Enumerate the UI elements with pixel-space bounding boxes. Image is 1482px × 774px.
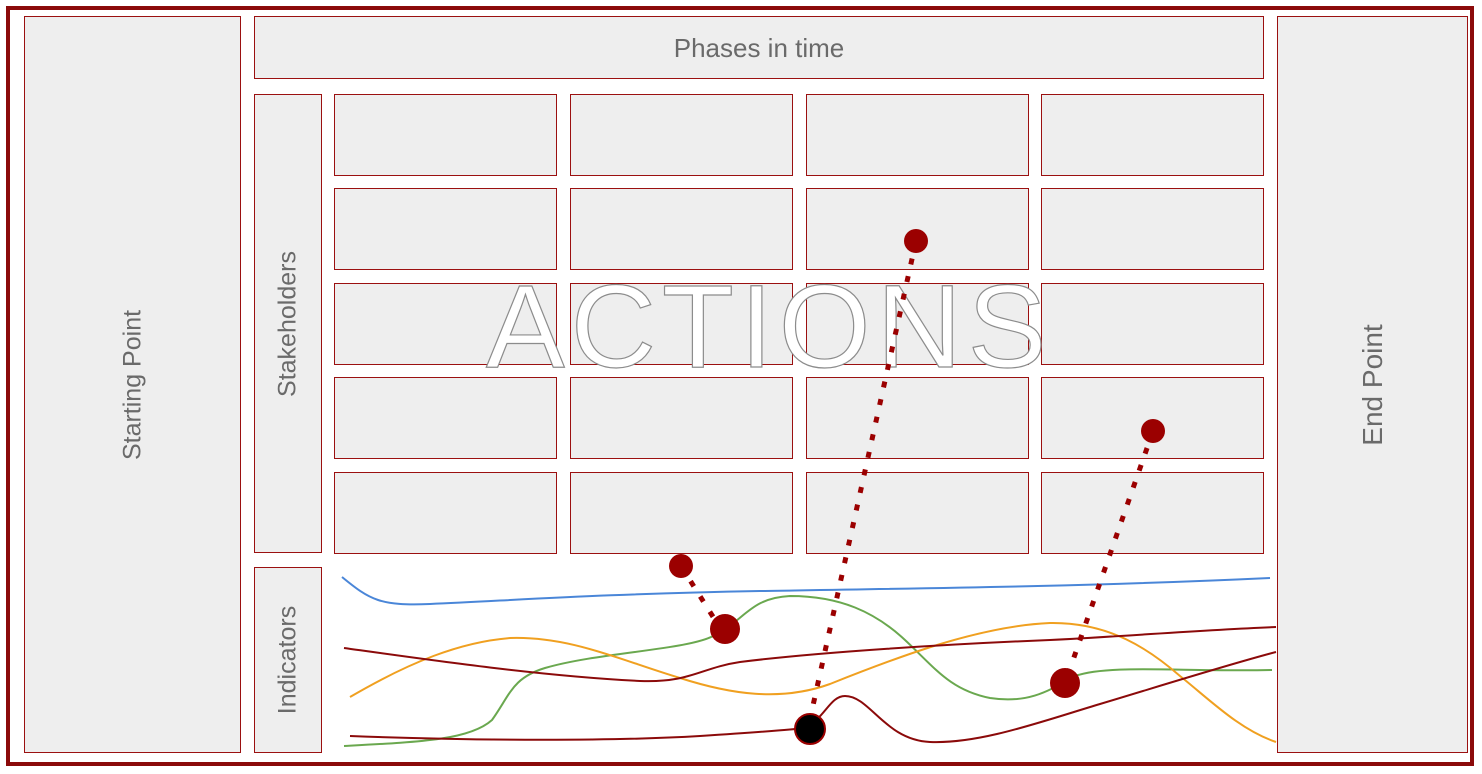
action-cell <box>1041 94 1264 176</box>
indicators-panel: Indicators <box>254 567 322 753</box>
marker-dot <box>904 229 928 253</box>
marker-dot <box>669 554 693 578</box>
indicator-line-darkred-upper <box>343 626 1277 683</box>
action-cell <box>570 283 793 365</box>
action-cell <box>334 472 557 554</box>
action-cell <box>1041 188 1264 270</box>
action-cell <box>806 94 1029 176</box>
action-cell <box>570 188 793 270</box>
marker-dot <box>710 614 740 644</box>
action-cell <box>570 94 793 176</box>
action-cell <box>1041 472 1264 554</box>
end-point-panel: End Point <box>1277 16 1468 753</box>
phases-label: Phases in time <box>673 33 845 63</box>
indicator-line-darkred-lower <box>349 651 1277 744</box>
action-cell <box>334 377 557 459</box>
action-cell <box>806 472 1029 554</box>
action-cell <box>806 188 1029 270</box>
action-cell <box>334 94 557 176</box>
marker-dot-black <box>794 713 826 745</box>
starting-point-panel: Starting Point <box>24 16 241 753</box>
action-cell <box>806 283 1029 365</box>
action-cell <box>806 377 1029 459</box>
marker-dot <box>1141 419 1165 443</box>
connector-dotted <box>805 240 919 729</box>
marker-dot <box>1050 668 1080 698</box>
connector-dotted <box>678 564 725 633</box>
stakeholders-panel: Stakeholders <box>254 94 322 553</box>
phases-header: Phases in time <box>254 16 1264 79</box>
action-cell <box>570 472 793 554</box>
connector-dotted <box>1062 430 1156 684</box>
action-cell <box>1041 283 1264 365</box>
action-cell <box>1041 377 1264 459</box>
indicator-line-blue <box>341 576 1271 606</box>
action-cell <box>570 377 793 459</box>
action-cell <box>334 188 557 270</box>
indicator-line-orange <box>349 621 1277 743</box>
action-cell <box>334 283 557 365</box>
